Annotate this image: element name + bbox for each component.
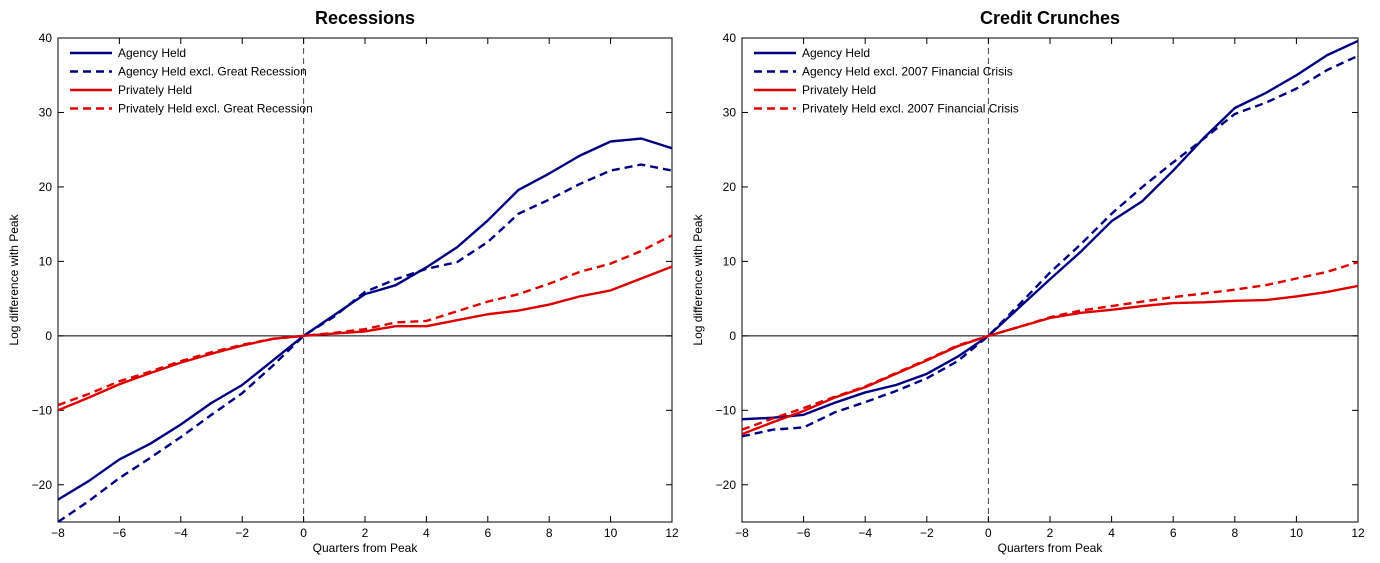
x-tick-label: −8 (51, 526, 65, 540)
x-tick-label: −8 (735, 526, 749, 540)
legend-label-3: Privately Held (118, 83, 192, 97)
x-tick-label: 10 (604, 526, 618, 540)
legend: Agency Held Agency Held excl. Great Reces… (70, 46, 313, 116)
y-tick-label: 20 (723, 180, 737, 194)
series-line-4 (58, 234, 672, 407)
y-tick-label: 0 (729, 329, 736, 343)
chart-title: Credit Crunches (980, 8, 1120, 28)
legend: Agency Held Agency Held excl. 2007 Financ… (754, 46, 1019, 116)
series-line-1 (58, 137, 672, 501)
y-tick-label: 0 (45, 329, 52, 343)
y-tick-label: −10 (32, 403, 53, 417)
x-tick-label: 0 (985, 526, 992, 540)
x-tick-label: 6 (1170, 526, 1177, 540)
legend-label-1: Agency Held (118, 46, 186, 60)
x-axis-label: Quarters from Peak (313, 541, 419, 555)
x-tick-label: 12 (665, 526, 679, 540)
x-tick-label: −4 (858, 526, 872, 540)
y-tick-label: 30 (39, 105, 53, 119)
y-tick-label: −10 (716, 403, 737, 417)
x-axis-label: Quarters from Peak (998, 541, 1104, 555)
y-tick-label: 10 (39, 254, 53, 268)
series-line-1 (742, 39, 1358, 421)
legend-label-3: Privately Held (802, 83, 876, 97)
y-tick-label: 40 (723, 31, 737, 45)
legend-label-2: Agency Held excl. 2007 Financial Crisis (802, 65, 1013, 79)
x-tick-label: −2 (235, 526, 249, 540)
series-line-3 (58, 265, 672, 412)
x-tick-label: 8 (1231, 526, 1238, 540)
y-tick-label: 20 (39, 180, 53, 194)
x-tick-label: 6 (484, 526, 491, 540)
x-tick-label: 10 (1290, 526, 1304, 540)
legend-label-4: Privately Held excl. Great Recession (118, 102, 313, 116)
series-line-4 (742, 260, 1358, 431)
y-axis-label: Log difference with Peak (7, 213, 21, 345)
chart-title: Recessions (315, 8, 415, 28)
series-lines (58, 137, 672, 522)
x-tick-label: 12 (1351, 526, 1365, 540)
y-tick-label: 10 (723, 254, 737, 268)
y-tick-label: 40 (39, 31, 53, 45)
y-tick-label: 30 (723, 105, 737, 119)
y-tick-label: −20 (32, 478, 53, 492)
x-tick-label: 8 (546, 526, 553, 540)
x-tick-label: −6 (113, 526, 127, 540)
y-axis-label: Log difference with Peak (691, 213, 705, 345)
y-tick-label: −20 (716, 478, 737, 492)
series-line-2 (742, 54, 1358, 438)
x-tick-label: −4 (174, 526, 188, 540)
chart-panel-1: −8 −6 −4 −2 0 2 4 6 8 10 12−20−10010203040Recessio… (7, 8, 679, 555)
x-tick-label: 4 (423, 526, 430, 540)
x-tick-label: 0 (300, 526, 307, 540)
x-tick-label: 2 (1047, 526, 1054, 540)
x-tick-label: 4 (1108, 526, 1115, 540)
legend-label-4: Privately Held excl. 2007 Financial Cris… (802, 102, 1019, 116)
legend-label-2: Agency Held excl. Great Recession (118, 65, 307, 79)
x-tick-label: −6 (797, 526, 811, 540)
series-line-2 (58, 163, 672, 522)
x-tick-label: 2 (362, 526, 369, 540)
series-lines (742, 39, 1358, 438)
legend-label-1: Agency Held (802, 46, 870, 60)
x-tick-label: −2 (920, 526, 934, 540)
